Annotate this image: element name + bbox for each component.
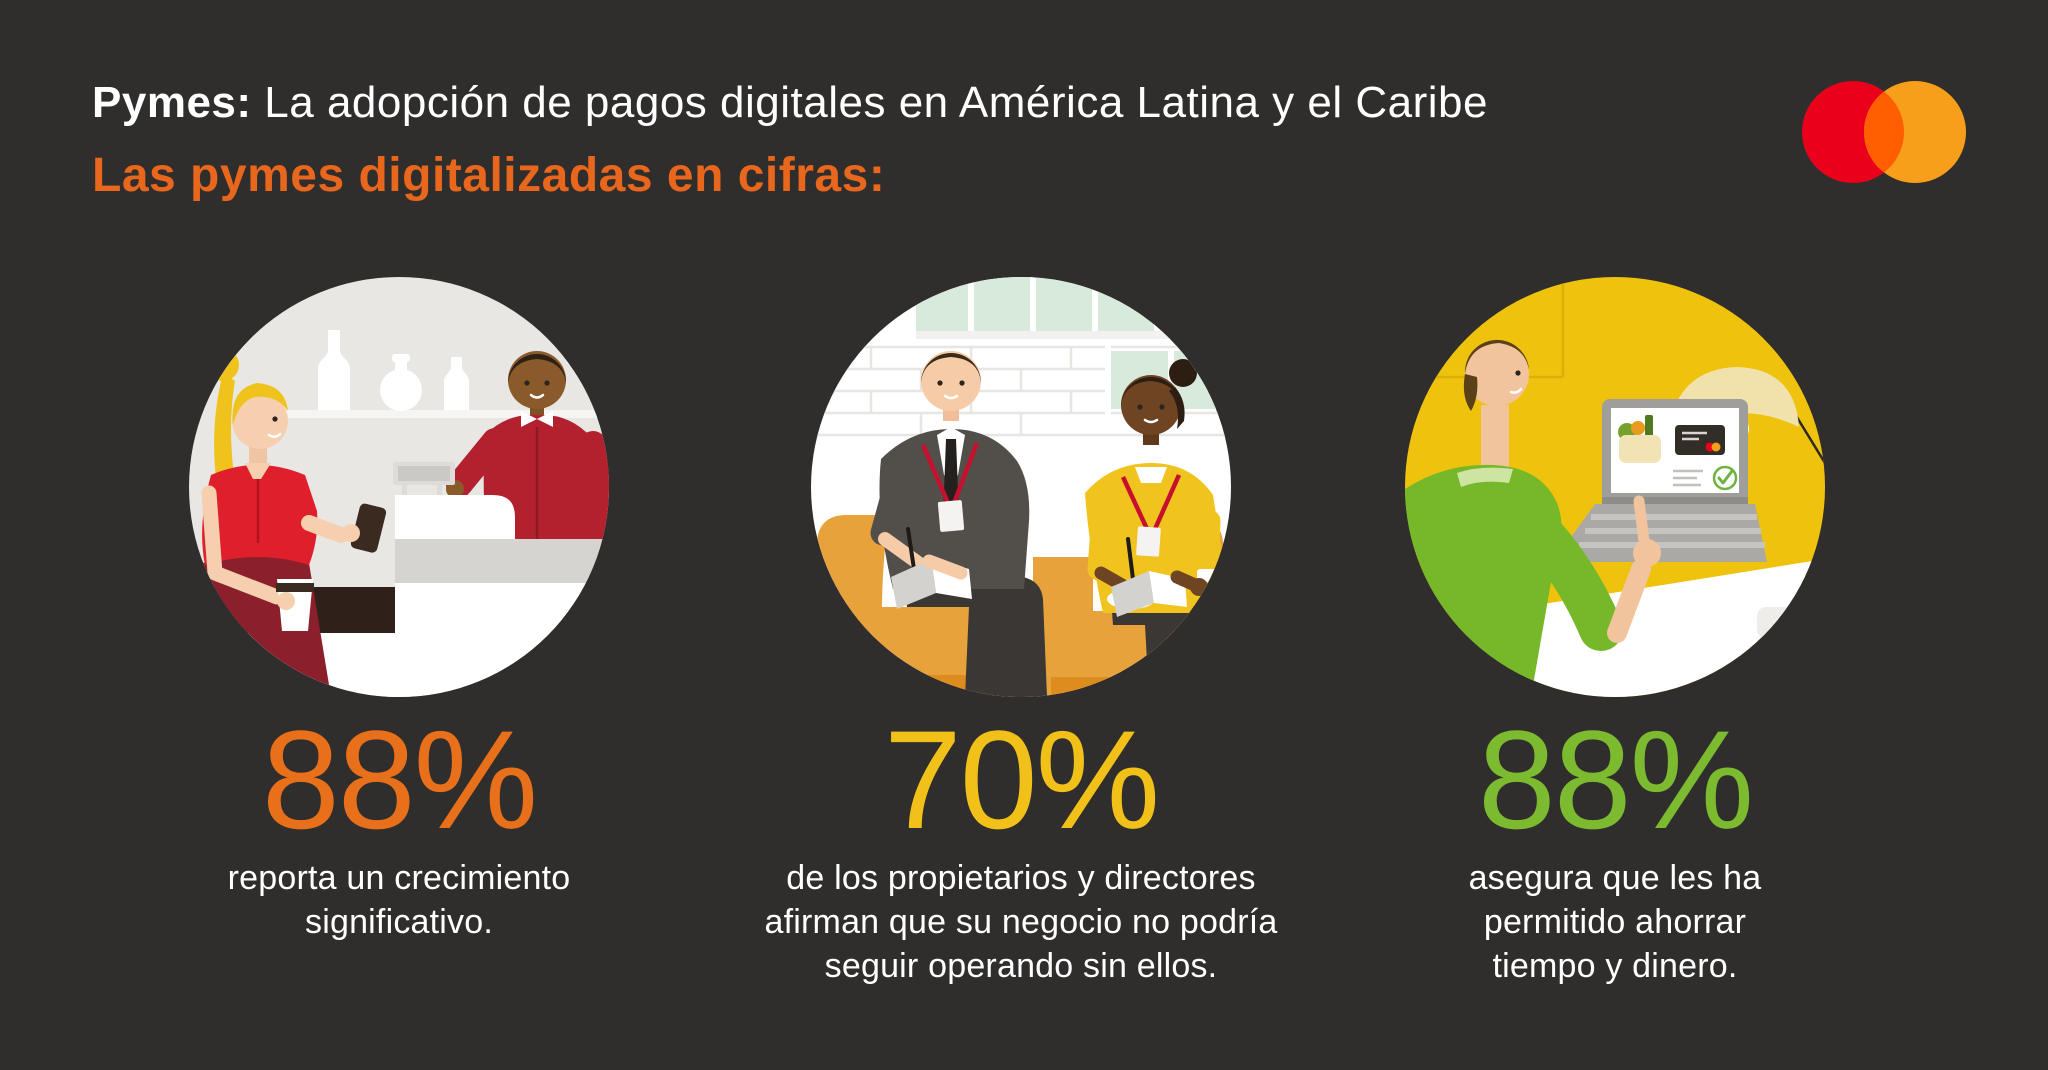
phone-icon [350, 503, 387, 553]
stat-value-3: 88% [1477, 701, 1754, 858]
notepad [1757, 607, 1821, 639]
mastercard-overlap [1864, 81, 1904, 183]
store-checkout-illustration [189, 277, 609, 697]
wine-bottle-icon [318, 330, 350, 410]
page-title-prefix: Pymes: [92, 78, 252, 127]
business-man-figure [870, 351, 1047, 697]
page-title: Pymes: La adopción de pagos digitales en… [92, 78, 1488, 128]
pen-icon [1126, 537, 1135, 581]
notebook-icon [1111, 571, 1154, 617]
stat-description-3: asegura que les ha permitido ahorrar tie… [1468, 859, 1762, 985]
shelf [239, 410, 609, 418]
lanyard [1120, 474, 1182, 530]
mastercard-logo-icon [1802, 81, 1966, 183]
pointing-finger [1633, 495, 1651, 555]
laptop [1553, 399, 1767, 562]
stat-value-1: 88% [261, 701, 538, 858]
grocery-bag-icon [1619, 435, 1661, 463]
pen-icon [906, 527, 916, 571]
page-title-rest: La adopción de pagos digitales en Améric… [251, 78, 1488, 127]
stat-description-2: de los propietarios y directores afirman… [764, 859, 1278, 985]
laptop-screen-content [1618, 415, 1738, 491]
badge [1136, 526, 1161, 557]
stat-description-1: reporta un crecimiento significativo. [227, 859, 571, 941]
checkmark-icon [1712, 465, 1738, 491]
round-bottle-icon [380, 354, 422, 411]
laptop-payment-illustration [1405, 277, 1825, 697]
small-bottle-icon [444, 357, 469, 410]
meeting-illustration [811, 277, 1231, 697]
lanyard [920, 442, 980, 504]
notebook-icon [891, 559, 936, 609]
stat-value-2: 70% [883, 701, 1160, 858]
page-subtitle: Las pymes digitalizadas en cifras: [92, 149, 886, 202]
badge [937, 500, 965, 532]
